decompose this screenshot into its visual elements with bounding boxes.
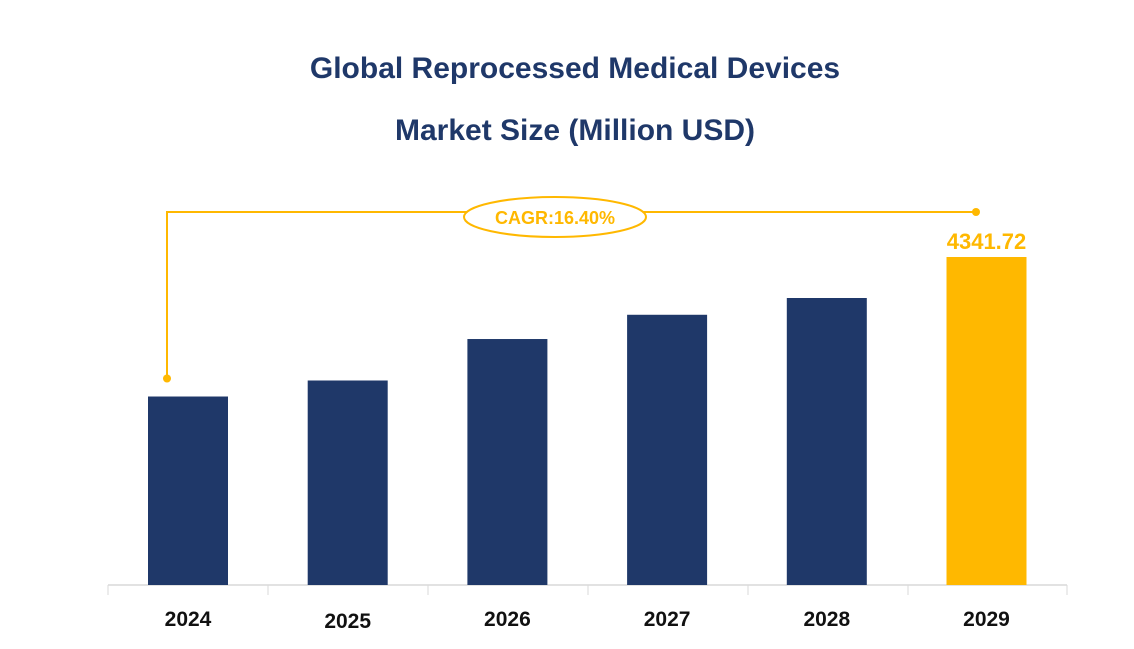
cagr-badge [463,196,647,238]
chart-title-line1: Global Reprocessed Medical Devices [309,52,841,85]
bar-2027 [627,314,708,585]
x-tick-label: 2025 [324,610,371,633]
data-label: 4341.72 [947,229,1027,254]
cagr-start-dot [163,374,171,383]
x-tick-label: 2029 [963,608,1010,631]
cagr-connector-line [166,211,976,379]
bar-2029 [946,257,1027,585]
x-tick-label: 2027 [644,608,691,631]
cagr-end-dot [972,208,980,216]
x-tick-label: 2028 [803,608,850,631]
bar-2026 [467,339,548,585]
cagr-label: CAGR:16.40% [495,208,615,228]
bar-2024 [148,396,228,585]
x-tick-label: 2026 [484,608,531,631]
bar-2028 [786,298,867,585]
x-tick-label: 2024 [165,608,212,631]
bar-2025 [307,380,388,585]
chart-title-line2: Market Size (Million USD) [394,114,756,147]
